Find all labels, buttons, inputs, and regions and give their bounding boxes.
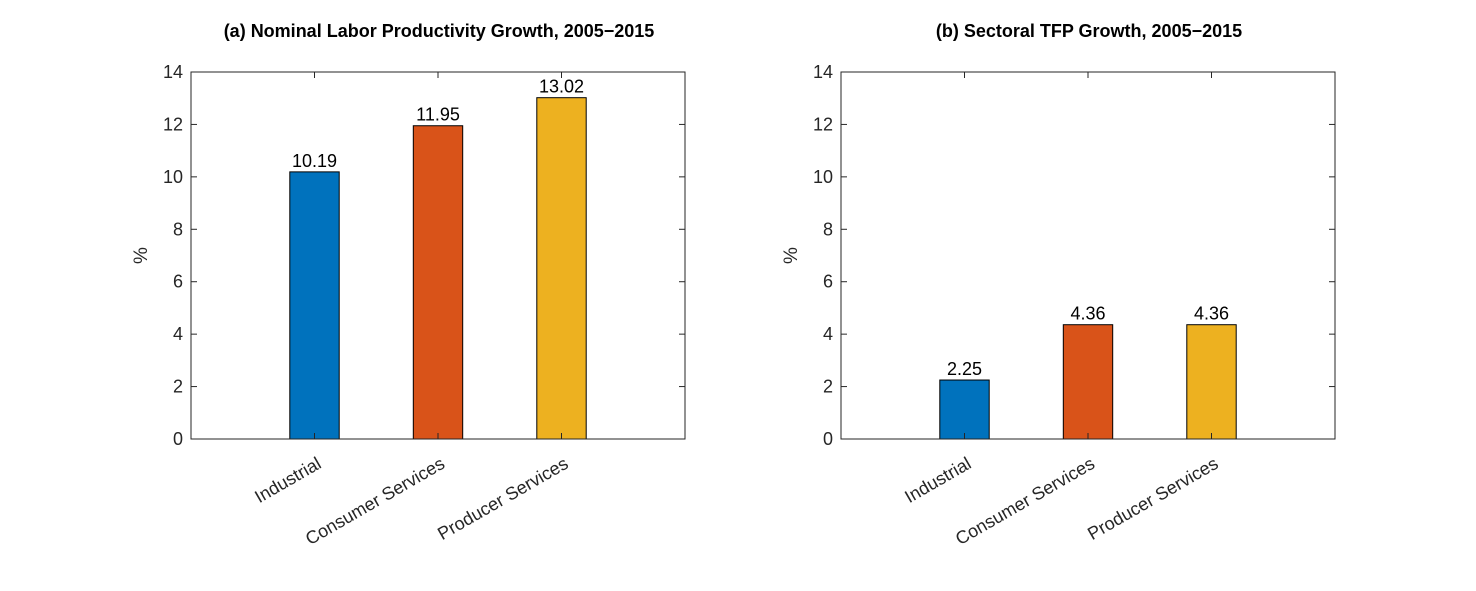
bar-value-label-b-2: 4.36	[1070, 304, 1105, 324]
bar-a-1	[289, 171, 340, 440]
y-tick-label-b-2: 2	[823, 377, 833, 397]
bar-b-3	[1186, 324, 1237, 440]
y-tick-label-b-4: 4	[823, 324, 833, 344]
y-tick-label-b-8: 8	[823, 219, 833, 239]
y-tick-label-b-14: 14	[813, 62, 833, 82]
y-tick-label-b-12: 12	[813, 114, 833, 134]
y-tick-label-a-8: 8	[173, 219, 183, 239]
y-tick-label-b-10: 10	[813, 167, 833, 187]
bar-value-label-b-1: 2.25	[947, 359, 982, 379]
chart-title-a: (a) Nominal Labor Productivity Growth, 2…	[224, 21, 655, 41]
chart-panel-a: (a) Nominal Labor Productivity Growth, 2…	[131, 21, 686, 549]
chart-title-b: (b) Sectoral TFP Growth, 2005−2015	[936, 21, 1242, 41]
chart-panel-b: (b) Sectoral TFP Growth, 2005−2015 2.25 4…	[781, 21, 1336, 549]
x-category-label-b-2: Consumer Services	[952, 453, 1098, 549]
bar-b-1	[939, 379, 990, 440]
y-tick-label-a-10: 10	[163, 167, 183, 187]
y-tick-label-a-2: 2	[173, 377, 183, 397]
bar-value-label-a-1: 10.19	[292, 151, 337, 171]
y-tick-label-a-14: 14	[163, 62, 183, 82]
bar-b-2	[1062, 324, 1114, 440]
bar-a-2	[412, 125, 464, 440]
y-tick-label-a-4: 4	[173, 324, 183, 344]
y-tick-label-b-0: 0	[823, 429, 833, 449]
x-category-label-a-1: Industrial	[251, 453, 324, 507]
x-category-label-b-3: Producer Services	[1084, 453, 1221, 544]
y-tick-label-a-12: 12	[163, 114, 183, 134]
x-category-label-b-1: Industrial	[901, 453, 974, 507]
y-tick-label-a-0: 0	[173, 429, 183, 449]
x-category-label-a-2: Consumer Services	[302, 453, 448, 549]
x-category-label-a-3: Producer Services	[434, 453, 571, 544]
y-tick-label-b-6: 6	[823, 272, 833, 292]
y-axis-label-b: %	[781, 247, 802, 264]
bar-value-label-a-3: 13.02	[539, 77, 584, 97]
y-axis-label-a: %	[131, 247, 152, 264]
y-tick-label-a-6: 6	[173, 272, 183, 292]
bar-a-3	[536, 97, 587, 440]
bar-value-label-a-2: 11.95	[416, 105, 460, 125]
bar-value-label-b-3: 4.36	[1194, 304, 1229, 324]
